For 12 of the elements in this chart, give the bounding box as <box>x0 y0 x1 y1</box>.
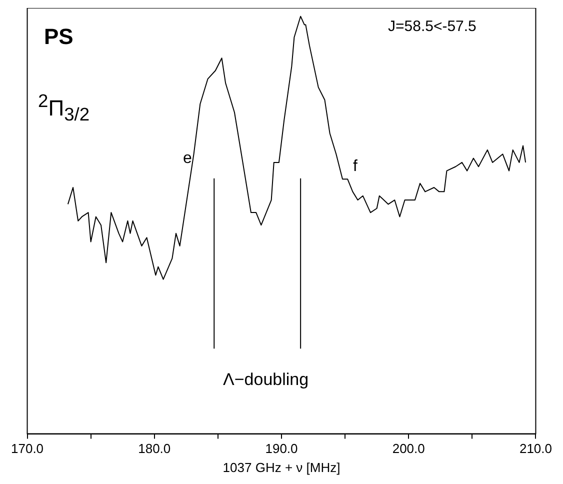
x-tick-label: 210.0 <box>519 441 552 456</box>
annotation: Λ−doubling <box>223 370 309 390</box>
x-tick-label: 190.0 <box>265 441 298 456</box>
x-tick-label: 170.0 <box>10 441 44 456</box>
annotation: J=58.5<-57.5 <box>388 18 476 35</box>
annotation: $^{2}$Π$_{3/2}$ <box>38 90 90 126</box>
annotation: f <box>353 158 358 176</box>
annotation: e <box>183 150 192 168</box>
chart-title: PS <box>44 24 74 50</box>
x-axis-title: 1037 GHz + ν [MHz] <box>222 460 340 475</box>
x-tick-label: 200.0 <box>392 441 425 456</box>
x-tick-label: 180.0 <box>138 441 171 456</box>
